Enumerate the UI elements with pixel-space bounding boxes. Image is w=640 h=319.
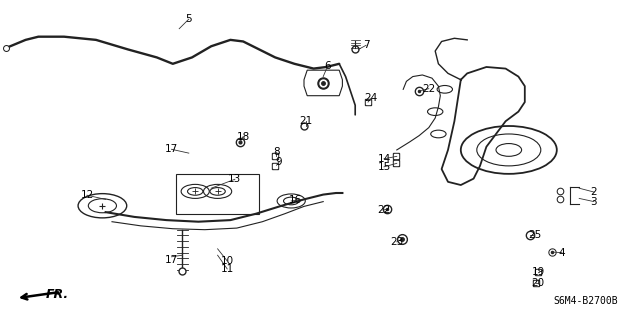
Text: 17: 17 (165, 255, 178, 265)
Text: 3: 3 (591, 197, 597, 207)
Text: 15: 15 (378, 162, 390, 172)
Text: 17: 17 (165, 144, 178, 154)
Text: 16: 16 (289, 195, 302, 205)
Text: 21: 21 (300, 115, 312, 126)
Text: 22: 22 (422, 84, 435, 94)
Bar (176, 174, 259, 214)
Text: 20: 20 (531, 278, 544, 288)
Text: 9: 9 (276, 157, 282, 167)
Text: 13: 13 (228, 174, 241, 184)
Text: 25: 25 (528, 230, 541, 241)
Text: 4: 4 (559, 248, 565, 258)
Text: 11: 11 (221, 264, 234, 274)
Text: FR.: FR. (46, 288, 69, 300)
Text: 23: 23 (390, 237, 403, 247)
Text: 22: 22 (378, 205, 390, 215)
Text: 24: 24 (365, 93, 378, 103)
Text: 5: 5 (186, 14, 192, 24)
Text: 19: 19 (532, 267, 545, 277)
Text: 2: 2 (591, 187, 597, 197)
Text: 12: 12 (81, 190, 93, 200)
Text: 8: 8 (273, 147, 280, 158)
Text: 10: 10 (221, 256, 234, 266)
Text: 6: 6 (324, 61, 331, 71)
Text: 7: 7 (363, 40, 369, 50)
Text: 14: 14 (378, 154, 390, 164)
Text: S6M4-B2700B: S6M4-B2700B (554, 296, 618, 307)
Text: 18: 18 (237, 131, 250, 142)
